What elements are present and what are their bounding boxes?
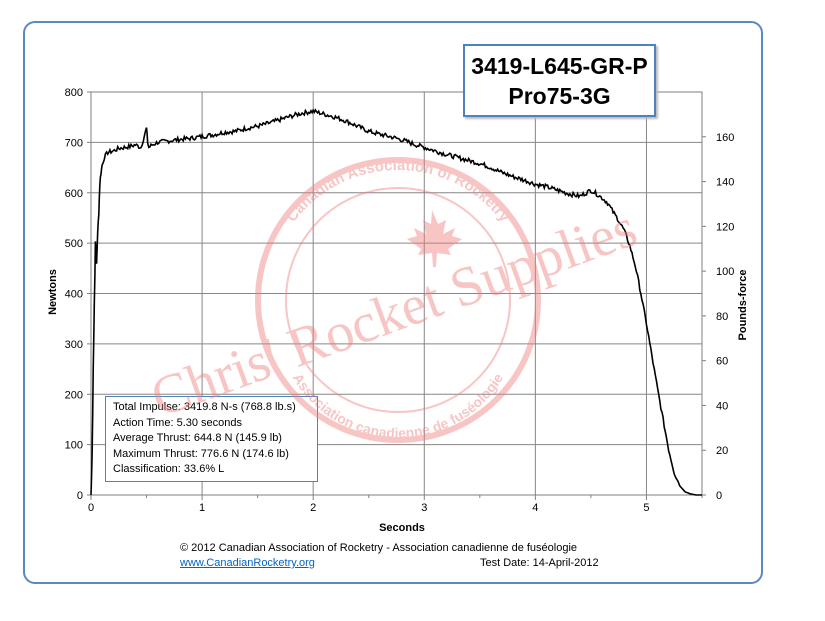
chart-frame	[23, 21, 763, 584]
y-tick-label: 300	[65, 339, 83, 351]
chart-subtitle: Pro75-3G	[508, 83, 611, 109]
y2-tick-label: 80	[716, 311, 728, 323]
x-axis-title: Seconds	[379, 522, 425, 534]
average-thrust: Average Thrust: 644.8 N (145.9 lb)	[113, 432, 282, 444]
axis-ticks	[87, 91, 706, 500]
x-tick-label: 4	[532, 502, 538, 514]
x-tick-label: 1	[199, 502, 205, 514]
classification: Classification: 33.6% L	[113, 463, 225, 475]
x-tick-label: 5	[643, 502, 649, 514]
y-tick-label: 200	[65, 389, 83, 401]
test-date: Test Date: 14-April-2012	[480, 557, 599, 569]
y-tick-label: 800	[65, 87, 83, 99]
chart-title-box: 3419-L645-GR-P Pro75-3G	[463, 44, 656, 117]
y2-tick-label: 20	[716, 445, 728, 457]
thrust-curve-line	[90, 108, 702, 496]
y-tick-label: 700	[65, 137, 83, 149]
y2-tick-label: 140	[716, 177, 734, 189]
motor-stats-box: Total Impulse: 3419.8 N-s (768.8 lb.s) A…	[105, 396, 318, 482]
y-tick-label: 500	[65, 238, 83, 250]
y2-tick-label: 40	[716, 400, 728, 412]
y2-tick-label: 120	[716, 221, 734, 233]
y2-tick-label: 60	[716, 356, 728, 368]
y-tick-label: 100	[65, 440, 83, 452]
y-tick-label: 600	[65, 188, 83, 200]
total-impulse: Total Impulse: 3419.8 N-s (768.8 lb.s)	[113, 401, 296, 413]
y-tick-label: 0	[77, 490, 83, 502]
y2-tick-labels: 0 20 40 60 80 100 120 140 160	[716, 132, 734, 502]
x-tick-label: 0	[88, 502, 94, 514]
action-time: Action Time: 5.30 seconds	[113, 416, 243, 429]
y2-axis-title: Pounds-force	[737, 270, 749, 341]
x-tick-label: 3	[421, 502, 427, 514]
y-tick-label: 400	[65, 289, 83, 301]
chart-title: 3419-L645-GR-P	[471, 53, 648, 79]
y-tick-labels: 0 100 200 300 400 500 600 700 800	[65, 87, 83, 502]
copyright-text: © 2012 Canadian Association of Rocketry …	[180, 542, 578, 554]
y-axis-title: Newtons	[47, 269, 59, 315]
maximum-thrust: Maximum Thrust: 776.6 N (174.6 lb)	[113, 447, 289, 460]
website-link[interactable]: www.CanadianRocketry.org	[180, 557, 315, 569]
y2-tick-label: 100	[716, 266, 734, 278]
y2-tick-label: 160	[716, 132, 734, 144]
x-tick-label: 2	[310, 502, 316, 514]
x-tick-labels: 0 1 2 3 4 5	[88, 502, 650, 514]
y2-tick-label: 0	[716, 490, 722, 502]
